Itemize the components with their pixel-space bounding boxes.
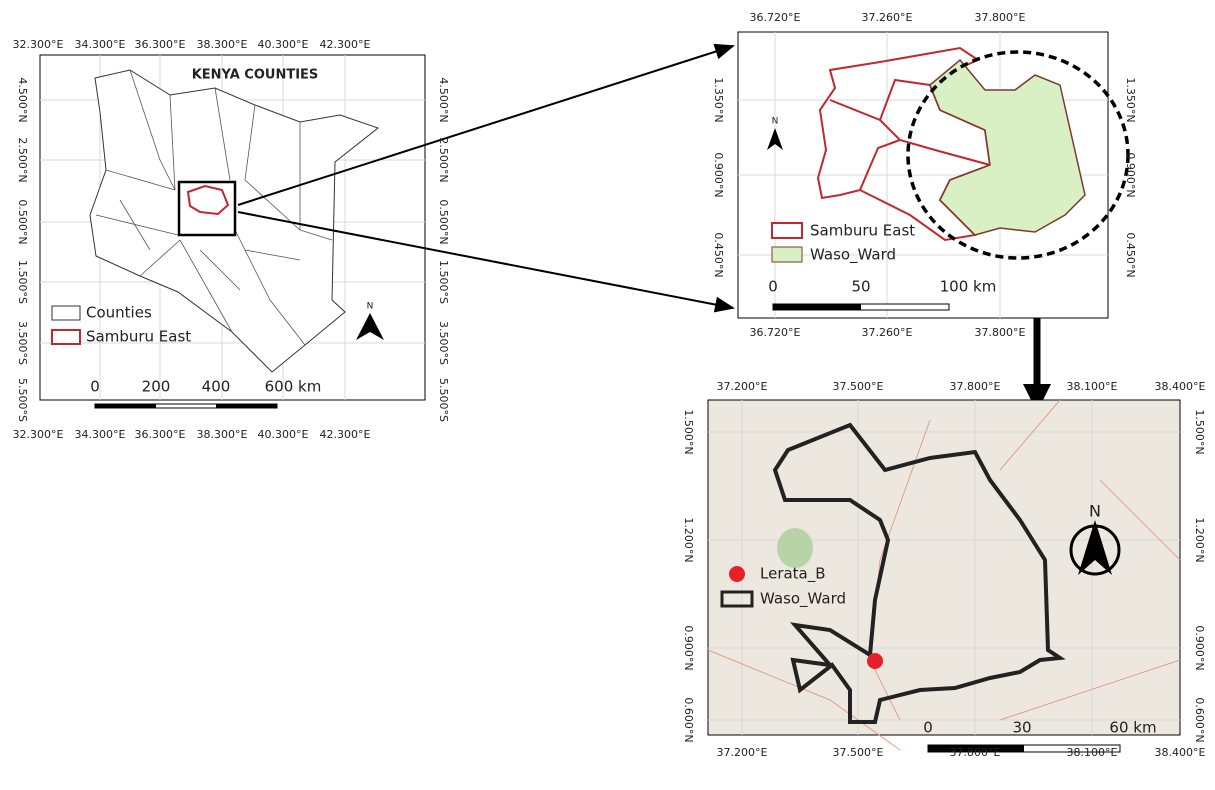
scale-label: 50 [851, 278, 870, 296]
lon-label: 37.500°E [833, 380, 884, 393]
lat-label: 1.350°N [1124, 77, 1137, 122]
lon-label: 37.200°E [717, 380, 768, 393]
lon-label: 40.300°E [258, 38, 309, 51]
lat-label: 1.500°N [1193, 409, 1206, 454]
lerata-b [867, 653, 883, 669]
lon-label: 36.300°E [135, 38, 186, 51]
legend-label: Counties [86, 304, 152, 322]
lat-label: 1.200°N [1193, 517, 1206, 562]
lat-label: 0.900°N [712, 152, 725, 197]
lon-label: 37.800°E [975, 326, 1026, 339]
north-label: N [772, 117, 779, 127]
lat-label: 0.500°N [437, 199, 450, 244]
kenya-panel [40, 55, 425, 408]
lon-label: 38.100°E [1067, 380, 1118, 393]
legend-label: Samburu East [810, 222, 915, 240]
lat-label: 0.450°N [1124, 232, 1137, 277]
lat-label: 1.500°S [16, 260, 29, 304]
scale-label: 200 [142, 378, 171, 396]
lon-label: 38.100°E [1067, 746, 1118, 759]
legend-label: Lerata_B [760, 565, 826, 584]
legend-swatch [52, 306, 80, 320]
lon-label: 36.300°E [135, 428, 186, 441]
scale-label: 0 [90, 378, 100, 396]
lat-label: 5.500°S [16, 378, 29, 422]
samburu-panel [738, 32, 1128, 318]
lat-label: 1.500°S [437, 260, 450, 304]
figure: 32.300°E 32.300°E 34.300°E 34.300°E 36.300°E… [0, 0, 1215, 790]
scale-label: 0 [768, 278, 778, 296]
scale-label: 100 km [940, 278, 997, 296]
lon-label: 34.300°E [75, 428, 126, 441]
lon-label: 34.300°E [75, 38, 126, 51]
scale-label: 0 [923, 719, 933, 737]
lon-label: 36.720°E [750, 11, 801, 24]
scale-bar [773, 304, 861, 310]
legend-swatch [729, 566, 745, 582]
scale-bar [216, 404, 277, 408]
lon-label: 38.400°E [1155, 380, 1206, 393]
lon-label: 37.800°E [975, 11, 1026, 24]
scale-label: 60 km [1109, 719, 1156, 737]
lat-label: 0.900°N [682, 625, 695, 670]
legend-swatch [772, 223, 802, 238]
lat-label: 1.200°N [682, 517, 695, 562]
legend-swatch [52, 330, 80, 344]
lon-label: 32.300°E [13, 38, 64, 51]
lon-label: 37.200°E [717, 746, 768, 759]
legend-swatch [772, 247, 802, 262]
lat-label: 0.600°N [682, 697, 695, 742]
lat-label: 3.500°S [16, 321, 29, 365]
lon-label: 42.300°E [320, 38, 371, 51]
lon-label: 37.500°E [833, 746, 884, 759]
lat-label: 5.500°S [437, 378, 450, 422]
legend-label: Waso_Ward [760, 590, 846, 609]
lon-label: 32.300°E [13, 428, 64, 441]
lon-label: 38.300°E [197, 428, 248, 441]
lat-label: 4.500°N [16, 77, 29, 122]
lat-label: 0.900°N [1193, 625, 1206, 670]
legend-label: Waso_Ward [810, 246, 896, 265]
lon-label: 40.300°E [258, 428, 309, 441]
park [777, 528, 813, 568]
lon-label: 37.260°E [862, 11, 913, 24]
lon-label: 42.300°E [320, 428, 371, 441]
lat-label: 3.500°S [437, 321, 450, 365]
north-label: N [1089, 502, 1101, 521]
lon-label: 38.400°E [1155, 746, 1206, 759]
map-title: KENYA COUNTIES [192, 68, 319, 83]
scale-bar [95, 404, 156, 408]
lon-label: 37.800°E [950, 746, 1001, 759]
lat-label: 1.350°N [712, 77, 725, 122]
scale-label: 600 km [265, 378, 322, 396]
lat-label: 2.500°N [437, 137, 450, 182]
scale-label: 400 [202, 378, 231, 396]
lon-label: 37.260°E [862, 326, 913, 339]
lon-label: 37.800°E [950, 380, 1001, 393]
lat-label: 1.500°N [682, 409, 695, 454]
lon-label: 38.300°E [197, 38, 248, 51]
lon-label: 36.720°E [750, 326, 801, 339]
lat-label: 2.500°N [16, 137, 29, 182]
lat-label: 0.900°N [1124, 152, 1137, 197]
lat-label: 0.450°N [712, 232, 725, 277]
lat-label: 0.500°N [16, 199, 29, 244]
lat-label: 4.500°N [437, 77, 450, 122]
north-label: N [367, 302, 374, 312]
legend-label: Samburu East [86, 328, 191, 346]
lat-label: 0.600°N [1193, 697, 1206, 742]
scale-label: 30 [1012, 719, 1031, 737]
